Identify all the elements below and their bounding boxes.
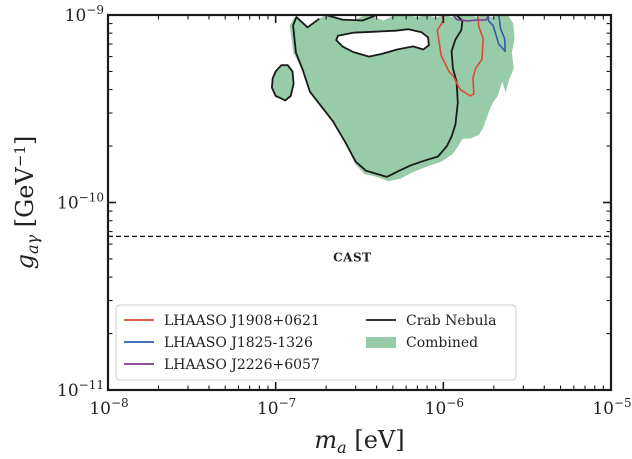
- lhaaso-j2226-6057-contour-6: [452, 15, 490, 22]
- lhaaso-j2226-6057-legend-label: LHAASO J2226+6057: [164, 357, 320, 373]
- x-tick-label: 10−8: [89, 396, 128, 419]
- x-axis-label: ma [eV]: [314, 426, 404, 457]
- y-tick-label: 10−10: [57, 191, 104, 214]
- crab-nebula-legend-label: Crab Nebula: [406, 313, 497, 329]
- reference-line-layer: CAST: [108, 235, 611, 264]
- plot-frame: [106, 13, 613, 392]
- cast-label: CAST: [333, 250, 371, 264]
- crab-nebula-contour-2: [271, 64, 295, 102]
- legend-box: [115, 304, 517, 381]
- axis-label-layer: 10−8 10−7 10−6 10−5 10−11 10−10 10−9 ma [eV] gaγ…: [11, 3, 632, 457]
- x-tick-label: 10−5: [592, 396, 631, 419]
- lhaaso-j1908-0621-legend-label: LHAASO J1908+0621: [164, 313, 320, 329]
- crab-nebula-contour-3: [335, 28, 430, 58]
- lhaaso-j1825-1326-contour-5: [487, 15, 506, 53]
- contour-layer: [271, 15, 506, 178]
- x-tick-label: 10−6: [425, 396, 464, 419]
- legend: LHAASO J1908+0621 LHAASO J1825-1326 LHAASO…: [115, 304, 517, 381]
- lhaaso-j1908-0621-contour-4: [436, 15, 484, 97]
- x-tick-label: 10−7: [257, 396, 296, 419]
- lhaaso-j1825-1326-legend-label: LHAASO J1825-1326: [164, 335, 313, 351]
- combined-region-1: [289, 15, 515, 182]
- y-tick-label: 10−11: [57, 378, 104, 401]
- crab-nebula-contour-1: [292, 15, 464, 178]
- y-tick-label: 10−9: [65, 3, 104, 26]
- combined-legend-swatch: [366, 337, 396, 348]
- combined-region-layer: [271, 15, 515, 182]
- y-axis-label: gaγ [GeV−1]: [11, 136, 42, 270]
- combined-legend-label: Combined: [406, 335, 478, 351]
